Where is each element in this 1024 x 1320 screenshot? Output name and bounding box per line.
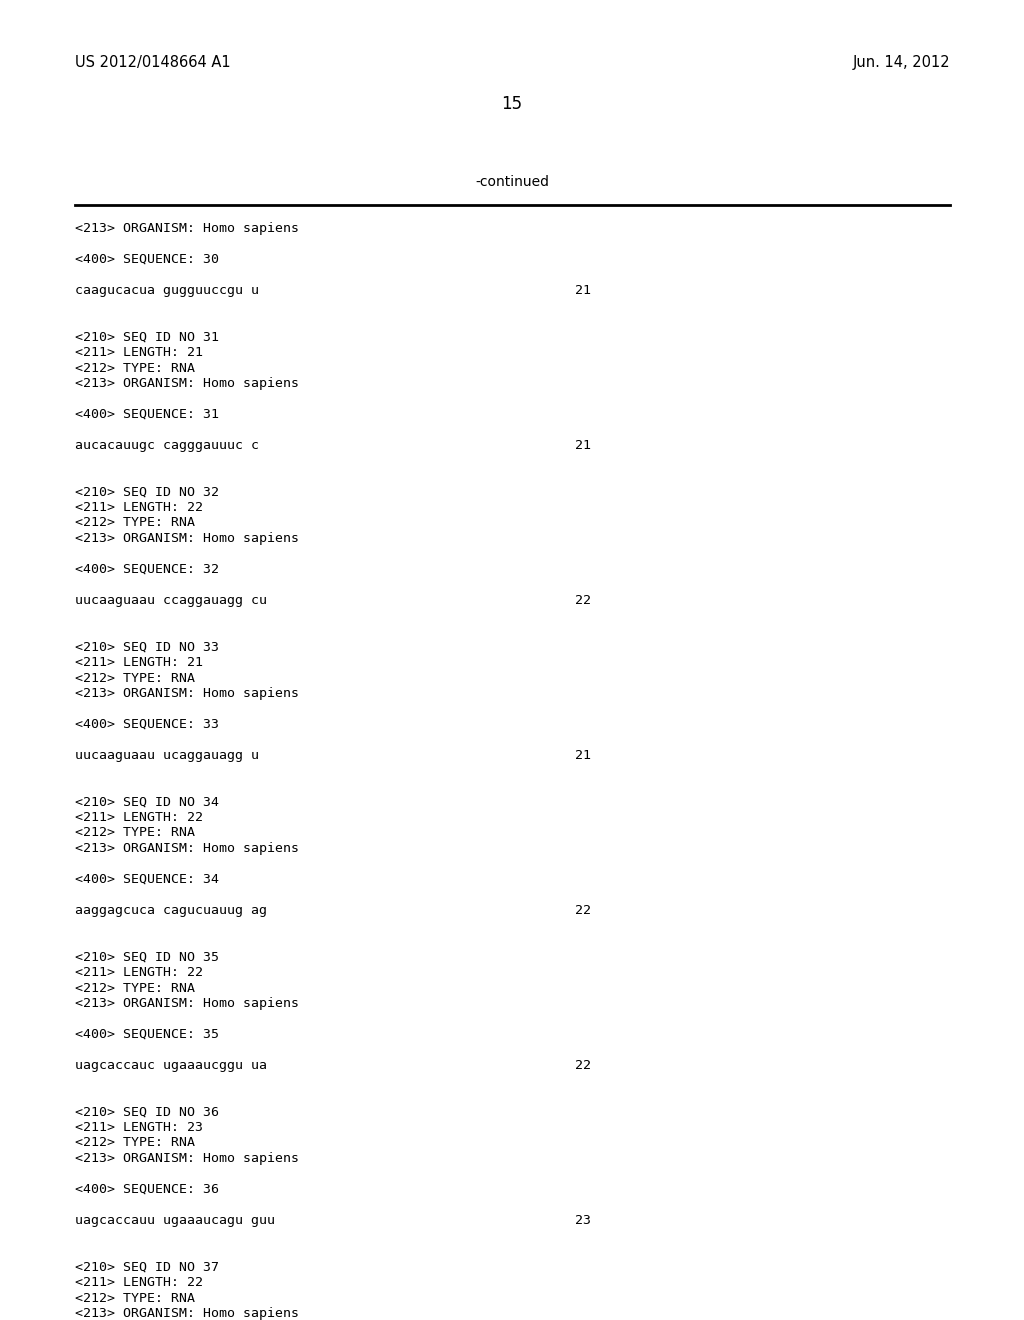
Text: <212> TYPE: RNA: <212> TYPE: RNA — [75, 672, 195, 685]
Text: 22: 22 — [575, 594, 591, 607]
Text: <213> ORGANISM: Homo sapiens: <213> ORGANISM: Homo sapiens — [75, 532, 299, 545]
Text: <210> SEQ ID NO 31: <210> SEQ ID NO 31 — [75, 330, 219, 343]
Text: <400> SEQUENCE: 33: <400> SEQUENCE: 33 — [75, 718, 219, 731]
Text: <400> SEQUENCE: 30: <400> SEQUENCE: 30 — [75, 253, 219, 267]
Text: <211> LENGTH: 21: <211> LENGTH: 21 — [75, 346, 203, 359]
Text: <213> ORGANISM: Homo sapiens: <213> ORGANISM: Homo sapiens — [75, 997, 299, 1010]
Text: <213> ORGANISM: Homo sapiens: <213> ORGANISM: Homo sapiens — [75, 378, 299, 389]
Text: -continued: -continued — [475, 176, 549, 189]
Text: 23: 23 — [575, 1214, 591, 1228]
Text: <210> SEQ ID NO 34: <210> SEQ ID NO 34 — [75, 796, 219, 808]
Text: uagcaccauu ugaaaucagu guu: uagcaccauu ugaaaucagu guu — [75, 1214, 275, 1228]
Text: <400> SEQUENCE: 31: <400> SEQUENCE: 31 — [75, 408, 219, 421]
Text: <212> TYPE: RNA: <212> TYPE: RNA — [75, 982, 195, 994]
Text: <213> ORGANISM: Homo sapiens: <213> ORGANISM: Homo sapiens — [75, 842, 299, 855]
Text: <211> LENGTH: 22: <211> LENGTH: 22 — [75, 1276, 203, 1290]
Text: <400> SEQUENCE: 34: <400> SEQUENCE: 34 — [75, 873, 219, 886]
Text: aucacauugc cagggauuuc c: aucacauugc cagggauuuc c — [75, 440, 259, 451]
Text: <211> LENGTH: 23: <211> LENGTH: 23 — [75, 1121, 203, 1134]
Text: <210> SEQ ID NO 33: <210> SEQ ID NO 33 — [75, 640, 219, 653]
Text: <210> SEQ ID NO 36: <210> SEQ ID NO 36 — [75, 1106, 219, 1118]
Text: caagucacua gugguuccgu u: caagucacua gugguuccgu u — [75, 284, 259, 297]
Text: 21: 21 — [575, 284, 591, 297]
Text: <210> SEQ ID NO 32: <210> SEQ ID NO 32 — [75, 486, 219, 499]
Text: <210> SEQ ID NO 35: <210> SEQ ID NO 35 — [75, 950, 219, 964]
Text: <211> LENGTH: 21: <211> LENGTH: 21 — [75, 656, 203, 669]
Text: 22: 22 — [575, 904, 591, 917]
Text: US 2012/0148664 A1: US 2012/0148664 A1 — [75, 55, 230, 70]
Text: <213> ORGANISM: Homo sapiens: <213> ORGANISM: Homo sapiens — [75, 222, 299, 235]
Text: <400> SEQUENCE: 32: <400> SEQUENCE: 32 — [75, 564, 219, 576]
Text: <211> LENGTH: 22: <211> LENGTH: 22 — [75, 810, 203, 824]
Text: 21: 21 — [575, 440, 591, 451]
Text: <213> ORGANISM: Homo sapiens: <213> ORGANISM: Homo sapiens — [75, 1307, 299, 1320]
Text: <212> TYPE: RNA: <212> TYPE: RNA — [75, 516, 195, 529]
Text: Jun. 14, 2012: Jun. 14, 2012 — [852, 55, 950, 70]
Text: uucaaguaau ucaggauagg u: uucaaguaau ucaggauagg u — [75, 748, 259, 762]
Text: <213> ORGANISM: Homo sapiens: <213> ORGANISM: Homo sapiens — [75, 1152, 299, 1166]
Text: 15: 15 — [502, 95, 522, 114]
Text: <212> TYPE: RNA: <212> TYPE: RNA — [75, 1137, 195, 1150]
Text: 21: 21 — [575, 748, 591, 762]
Text: <212> TYPE: RNA: <212> TYPE: RNA — [75, 826, 195, 840]
Text: uucaaguaau ccaggauagg cu: uucaaguaau ccaggauagg cu — [75, 594, 267, 607]
Text: <212> TYPE: RNA: <212> TYPE: RNA — [75, 362, 195, 375]
Text: <212> TYPE: RNA: <212> TYPE: RNA — [75, 1291, 195, 1304]
Text: <213> ORGANISM: Homo sapiens: <213> ORGANISM: Homo sapiens — [75, 686, 299, 700]
Text: uagcaccauc ugaaaucggu ua: uagcaccauc ugaaaucggu ua — [75, 1059, 267, 1072]
Text: <210> SEQ ID NO 37: <210> SEQ ID NO 37 — [75, 1261, 219, 1274]
Text: <211> LENGTH: 22: <211> LENGTH: 22 — [75, 966, 203, 979]
Text: <400> SEQUENCE: 35: <400> SEQUENCE: 35 — [75, 1028, 219, 1041]
Text: <211> LENGTH: 22: <211> LENGTH: 22 — [75, 502, 203, 513]
Text: <400> SEQUENCE: 36: <400> SEQUENCE: 36 — [75, 1183, 219, 1196]
Text: aaggagcuca cagucuauug ag: aaggagcuca cagucuauug ag — [75, 904, 267, 917]
Text: 22: 22 — [575, 1059, 591, 1072]
